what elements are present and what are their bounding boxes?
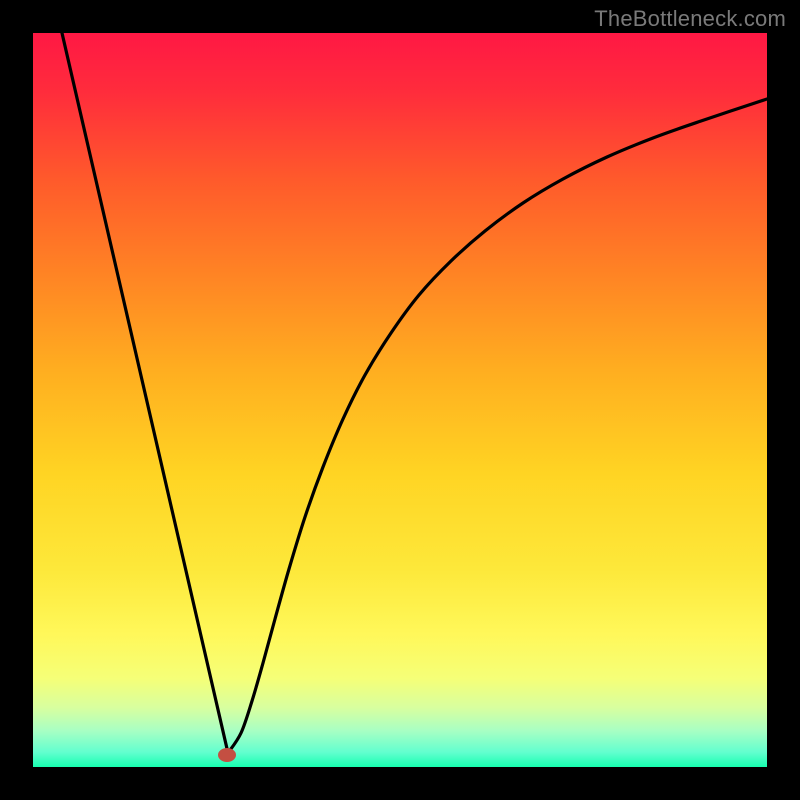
bottleneck-curve-chart (33, 33, 767, 767)
watermark-text: TheBottleneck.com (594, 6, 786, 32)
gradient-background (33, 33, 767, 767)
minimum-point-marker (219, 749, 236, 762)
